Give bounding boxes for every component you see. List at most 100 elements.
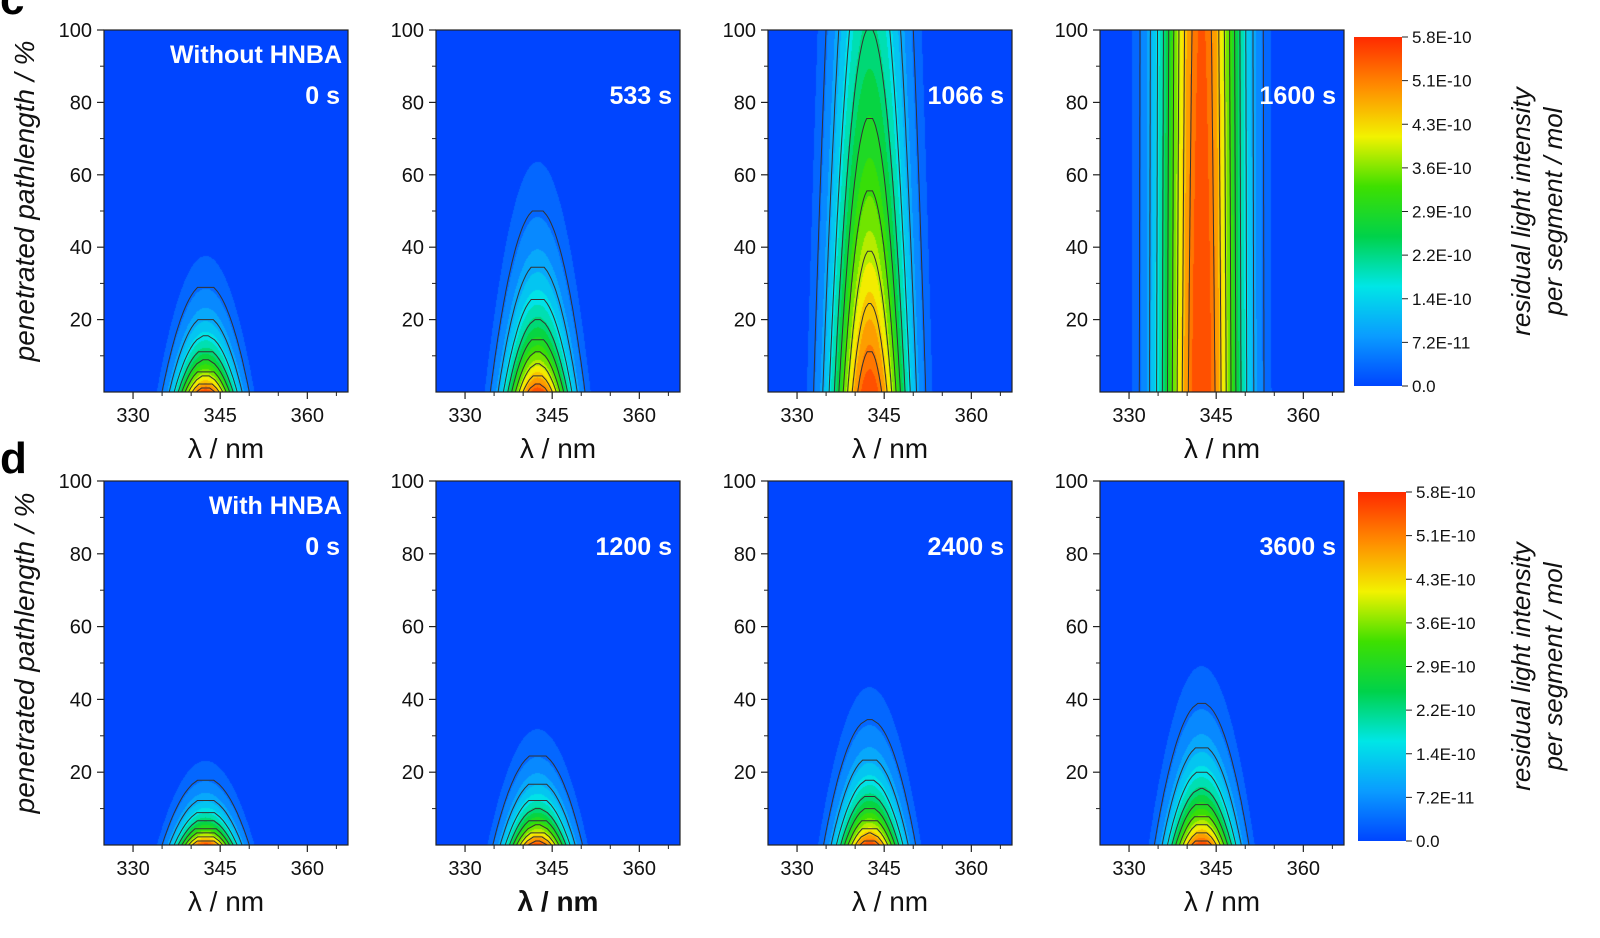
y-tick-label: 80	[734, 544, 756, 566]
contour-line-7	[1176, 30, 1227, 392]
y-axis-label: penetrated pathlength / %	[9, 493, 40, 815]
y-tick-label: 60	[402, 617, 424, 639]
contour-line-8	[191, 840, 220, 845]
heatmap-surface	[768, 30, 1012, 392]
contour-line-8	[191, 383, 220, 392]
contour-line-9	[859, 840, 880, 845]
contour-line-5	[512, 820, 563, 845]
y-tick-label: 100	[1055, 20, 1088, 42]
y-tick-label: 80	[402, 92, 424, 114]
contour-line-9	[1187, 30, 1216, 392]
colorbar-title-line2: per segment / mol	[1538, 106, 1568, 316]
colorbar-tick-label: 0.0	[1416, 832, 1440, 851]
x-tick-label: 330	[116, 858, 149, 880]
contour-line-1	[489, 210, 586, 392]
contour-line-2	[499, 783, 576, 845]
x-tick-label: 360	[955, 405, 988, 427]
contour-line-4	[1161, 30, 1242, 392]
y-tick-label: 20	[70, 310, 92, 332]
colorbar-c: 5.8E-10 5.1E-10 4.3E-10 3.6E-10 2.9E-10 2.2E-…	[1354, 28, 1568, 396]
x-tick-label: 345	[1200, 405, 1233, 427]
contour-line-3	[502, 299, 573, 392]
contour-line-6	[184, 371, 227, 392]
y-tick-label: 40	[402, 689, 424, 711]
y-tick-label: 60	[70, 165, 92, 187]
contour-line-5	[511, 339, 565, 392]
contour-line-6	[184, 832, 227, 845]
y-tick-label: 20	[734, 762, 756, 784]
contour-line-5	[1175, 804, 1229, 845]
chart-panel-c-2: 330 345 360 20 40 60 80 100 λ / nm 533 s	[391, 20, 681, 464]
contour-line-8	[522, 375, 553, 392]
colorbars: 5.8E-10 5.1E-10 4.3E-10 3.6E-10 2.9E-10 2.2E-…	[1354, 28, 1568, 851]
time-annotation: 2400 s	[928, 533, 1004, 561]
y-tick-label: 40	[70, 689, 92, 711]
contour-line-4	[177, 820, 234, 845]
y-tick-label: 60	[734, 617, 756, 639]
contour-line-7	[1182, 824, 1221, 845]
x-tick-label: 330	[1112, 405, 1145, 427]
colorbar-tick-label: 2.2E-10	[1416, 701, 1476, 720]
y-tick-label: 60	[1066, 617, 1088, 639]
x-tick-label: 330	[780, 858, 813, 880]
y-tick-label: 80	[1066, 544, 1088, 566]
x-tick-label: 330	[448, 858, 481, 880]
y-tick-label: 100	[1055, 471, 1088, 493]
panel-letter-d: d	[0, 434, 27, 483]
contour-line-6	[514, 351, 561, 392]
colorbar-title-line1: residual light intensity	[1506, 85, 1536, 336]
y-tick-label: 80	[70, 544, 92, 566]
contour-line-1	[1138, 30, 1265, 392]
y-tick-label: 80	[70, 92, 92, 114]
time-annotation: 1600 s	[1260, 82, 1336, 110]
contour-line-7	[188, 375, 224, 392]
y-tick-label: 60	[402, 165, 424, 187]
contour-line-2	[830, 759, 909, 845]
contour-line-4	[1171, 787, 1233, 845]
colorbar-tick-label: 7.2E-11	[1412, 333, 1470, 352]
condition-annotation: Without HNBA	[170, 41, 342, 69]
contour-line-3	[173, 812, 238, 845]
colorbar-tick-label: 3.6E-10	[1412, 159, 1472, 178]
contour-line-8	[851, 303, 888, 392]
heatmap-surface	[104, 481, 348, 845]
y-tick-label: 100	[391, 471, 424, 493]
contour-line-9	[195, 387, 216, 392]
contour-line-1	[823, 719, 917, 845]
colorbar-tick-label: 5.1E-10	[1416, 527, 1476, 546]
x-tick-label: 345	[1200, 858, 1233, 880]
contour-line-4	[507, 319, 569, 392]
panel-letter-c: c	[0, 0, 24, 24]
time-annotation: 533 s	[609, 82, 672, 110]
colorbar-tick-label: 1.4E-10	[1416, 745, 1476, 764]
colorbar-tick-label: 4.3E-10	[1416, 570, 1476, 589]
x-tick-label: 360	[955, 858, 988, 880]
colorbar-tick-label: 2.2E-10	[1412, 246, 1472, 265]
y-tick-label: 80	[1066, 92, 1088, 114]
x-axis-label: λ / nm	[188, 433, 264, 464]
contour-line-7	[519, 832, 556, 845]
y-tick-label: 60	[70, 617, 92, 639]
x-tick-label: 330	[116, 405, 149, 427]
y-tick-label: 100	[59, 471, 92, 493]
contour-line-6	[516, 824, 560, 845]
x-tick-label: 345	[536, 858, 569, 880]
contour-line-7	[518, 363, 557, 392]
contour-line-5	[181, 828, 231, 845]
x-axis-label: λ / nm	[520, 433, 596, 464]
colorbar-tick-label: 5.8E-10	[1416, 483, 1476, 502]
contour-line-8	[854, 832, 885, 845]
contour-line-6	[1171, 30, 1232, 392]
x-axis-label: λ / nm	[1184, 886, 1260, 917]
x-axis-label: λ / nm	[1184, 433, 1260, 464]
x-tick-label: 360	[623, 858, 656, 880]
contour-line-2	[1149, 30, 1255, 392]
colorbar-tick-label: 5.1E-10	[1412, 72, 1472, 91]
contour-line-6	[1178, 816, 1225, 845]
x-tick-label: 345	[868, 858, 901, 880]
colorbar-tick-label: 7.2E-11	[1416, 788, 1474, 807]
heatmap-surface	[436, 481, 680, 845]
heatmap-surface	[768, 481, 1012, 845]
heatmap-surface	[1100, 481, 1344, 845]
